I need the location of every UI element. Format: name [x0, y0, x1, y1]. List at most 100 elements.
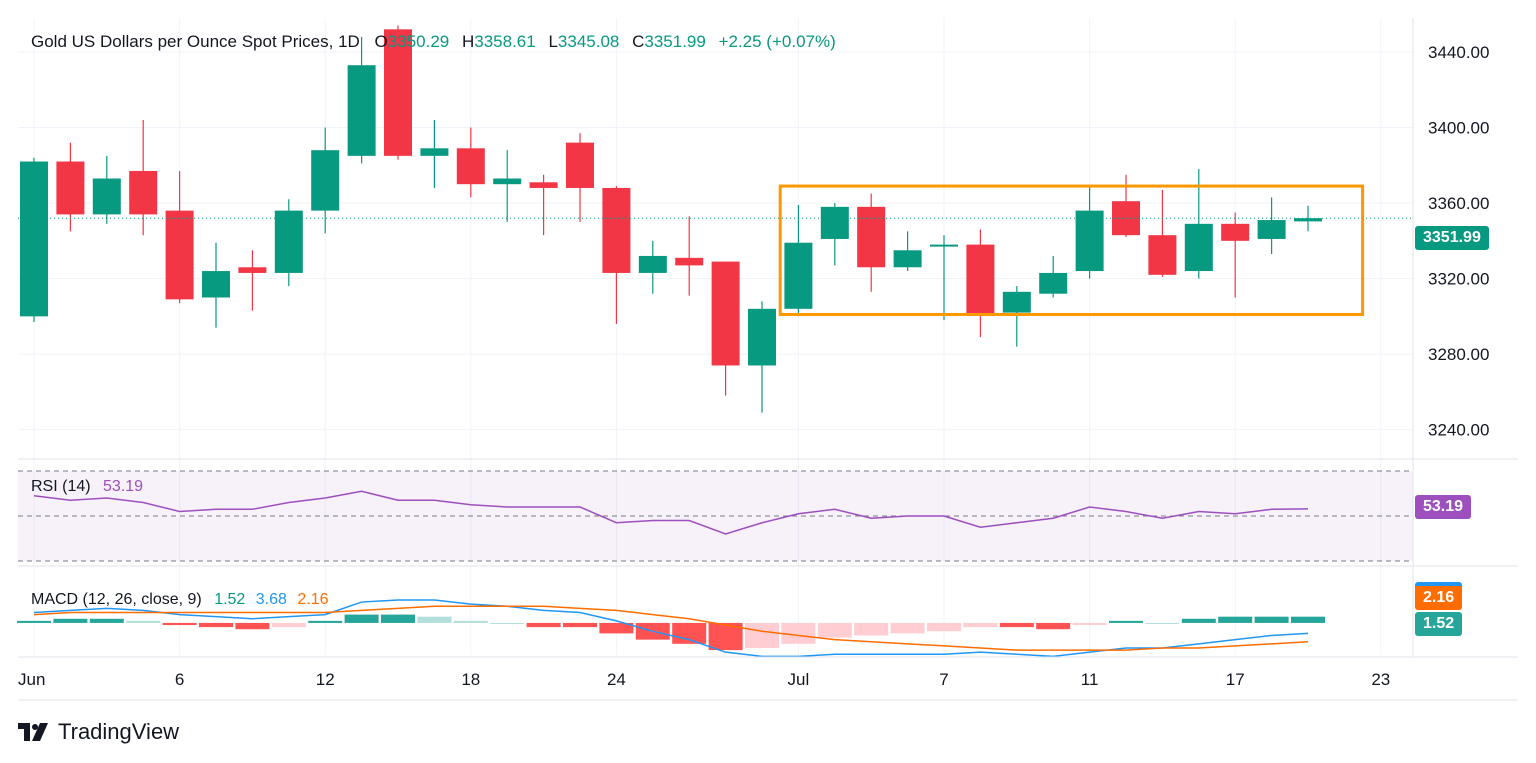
candle-body	[602, 187, 631, 273]
candle-body	[20, 161, 48, 317]
close-value: 3351.99	[644, 32, 706, 51]
macd-histogram-bar	[344, 614, 379, 623]
candle-body	[711, 261, 740, 366]
candle-body	[1294, 218, 1322, 222]
macd-histogram-bar	[1145, 622, 1180, 624]
macd-histogram-bar	[526, 622, 561, 628]
macd-histogram-bar	[271, 622, 306, 628]
chart-header: Gold US Dollars per Ounce Spot Prices, 1…	[31, 32, 836, 52]
macd-histogram-bar	[963, 622, 998, 628]
macd-histogram-bar	[1109, 620, 1143, 623]
candle-body	[129, 170, 158, 215]
candle-body	[930, 244, 958, 247]
macd-histogram-bar	[745, 622, 779, 648]
macd-line-legend: 3.68	[255, 591, 287, 608]
close-label: C	[632, 32, 645, 51]
macd-histogram-bar	[817, 622, 852, 638]
macd-histogram-bar	[1036, 622, 1071, 630]
time-axis-label: Jun	[18, 670, 45, 689]
tradingview-icon	[18, 723, 48, 741]
price-axis-label: 3360.00	[1428, 194, 1489, 213]
rsi-legend: RSI (14) 53.19	[31, 478, 143, 496]
time-axis-label: 24	[607, 670, 626, 689]
price-axis-label: 3400.00	[1428, 119, 1489, 138]
macd-histogram-bar	[381, 614, 415, 623]
macd-histogram-bar	[1181, 618, 1216, 623]
macd-line	[33, 599, 1309, 658]
macd-histogram-bar	[599, 622, 634, 634]
macd-histogram-bar	[1218, 616, 1253, 623]
macd-histogram-bar	[854, 622, 889, 636]
rsi-value-tag: 53.19	[1415, 495, 1472, 519]
price-axis-label: 3440.00	[1428, 43, 1489, 62]
macd-histogram-bar	[1072, 622, 1107, 626]
time-axis-label: 11	[1081, 670, 1099, 689]
macd-histogram-bar	[927, 622, 961, 632]
open-label: O	[374, 32, 388, 51]
time-axis-label: Jul	[788, 670, 810, 689]
macd-histogram-bar	[490, 622, 525, 624]
candle-body	[1148, 235, 1177, 275]
rsi-value: 53.19	[103, 478, 144, 495]
candle-body	[56, 161, 85, 215]
candle-body	[966, 244, 995, 315]
candle-body	[238, 267, 267, 273]
candle-body	[784, 242, 813, 309]
macd-hist-legend: 1.52	[214, 591, 246, 608]
candle-body	[1221, 223, 1250, 241]
candle-body	[493, 178, 522, 185]
brand-name: TradingView	[58, 719, 180, 744]
candle-body	[1075, 210, 1104, 272]
time-axis-label: 17	[1226, 670, 1245, 689]
candle-body	[893, 250, 922, 268]
price-axis-label: 3240.00	[1428, 421, 1489, 440]
high-label: H	[461, 32, 475, 51]
candle-body	[92, 178, 121, 215]
signal-value-tag: 2.16	[1415, 582, 1463, 610]
candle-body	[1039, 272, 1068, 294]
open-value: 3350.29	[387, 32, 450, 51]
candle-body	[347, 65, 376, 156]
time-axis-label: 12	[316, 670, 335, 689]
candle-body	[384, 29, 412, 156]
macd-histogram-bar	[17, 620, 51, 623]
candle-body	[420, 148, 449, 156]
symbol-title: Gold US Dollars per Ounce Spot Prices, 1…	[31, 32, 360, 51]
macd-value-tag: 1.52	[1415, 612, 1463, 636]
macd-histogram-bar	[890, 622, 925, 634]
time-axis-label: 6	[175, 670, 184, 689]
last-price-tag: 3351.99	[1415, 226, 1489, 250]
candle-body	[529, 182, 558, 188]
macd-histogram-bar	[162, 622, 197, 626]
candle-body	[311, 150, 340, 211]
candle-body	[1257, 220, 1286, 239]
candle-body	[274, 210, 303, 273]
rsi-label: RSI (14)	[31, 478, 91, 495]
time-axis-label: 18	[461, 670, 480, 689]
macd-legend: MACD (12, 26, close, 9) 1.52 3.68 2.16	[31, 591, 329, 609]
macd-histogram-bar	[563, 622, 597, 628]
macd-histogram-bar	[1291, 616, 1325, 623]
macd-histogram-bar	[126, 620, 161, 623]
high-value: 3358.61	[474, 32, 536, 51]
price-axis-label: 3320.00	[1428, 270, 1489, 289]
macd-histogram-bar	[89, 618, 124, 623]
macd-histogram-bar	[199, 622, 233, 628]
change-value: +2.25 (+0.07%)	[718, 32, 836, 51]
macd-signal-line	[33, 605, 1309, 651]
time-axis-label: 7	[939, 670, 948, 689]
macd-histogram-bar	[308, 620, 343, 623]
time-axis-label: 23	[1371, 670, 1390, 689]
candle-body	[456, 148, 485, 185]
macd-label: MACD (12, 26, close, 9)	[31, 591, 202, 608]
candle-body	[566, 142, 594, 188]
macd-signal-legend: 2.16	[297, 591, 329, 608]
tradingview-logo[interactable]: TradingView	[18, 719, 179, 745]
rsi-line	[33, 490, 1309, 535]
macd-histogram-bar	[1254, 616, 1289, 623]
candle-body	[165, 210, 194, 300]
macd-histogram-bar	[999, 622, 1034, 628]
candle-body	[638, 255, 667, 273]
candle-body	[857, 206, 886, 268]
